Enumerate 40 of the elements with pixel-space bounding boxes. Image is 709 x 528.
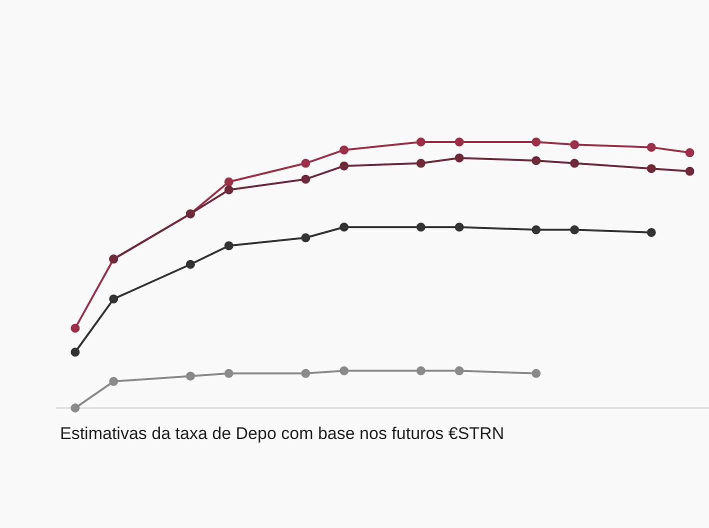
point — [340, 161, 349, 170]
point — [570, 158, 580, 168]
point — [646, 142, 656, 152]
point — [532, 156, 541, 166]
point — [685, 166, 694, 176]
point — [109, 294, 118, 304]
point — [224, 185, 234, 194]
point — [186, 372, 195, 381]
point — [416, 222, 426, 232]
point — [570, 225, 580, 234]
point — [416, 366, 426, 376]
point — [532, 368, 541, 378]
point — [70, 404, 80, 412]
point — [301, 158, 310, 168]
point — [340, 222, 349, 232]
point — [532, 138, 541, 146]
point — [70, 324, 80, 333]
point — [570, 140, 580, 150]
point — [301, 174, 310, 184]
point — [454, 222, 464, 232]
point — [186, 260, 195, 269]
point — [646, 228, 656, 237]
point — [454, 138, 464, 146]
text: Estimativas da taxa de Depo com base nos futuros €STRN — [60, 424, 504, 444]
point — [340, 145, 349, 154]
point — [532, 225, 541, 234]
point — [109, 376, 118, 386]
point — [416, 138, 426, 146]
point — [70, 348, 80, 357]
point — [340, 366, 349, 376]
point — [301, 368, 310, 378]
point — [646, 164, 656, 174]
point — [224, 241, 234, 250]
point — [224, 368, 234, 378]
point — [224, 177, 234, 186]
point — [685, 148, 694, 158]
point — [454, 153, 464, 162]
point — [416, 158, 426, 168]
point — [301, 233, 310, 242]
point — [454, 366, 464, 376]
